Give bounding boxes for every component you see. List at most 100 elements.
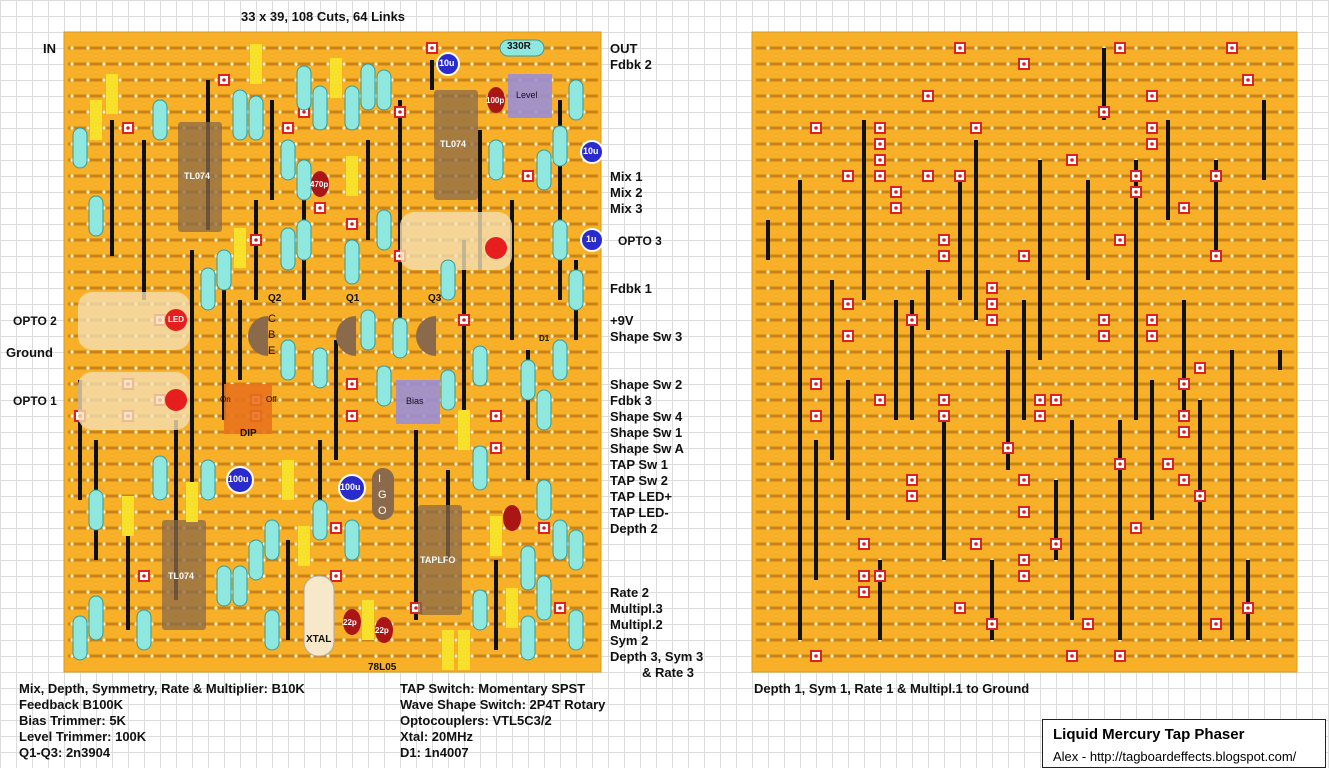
hole [1086,158,1090,162]
hole [470,78,474,82]
hole [1166,510,1170,514]
hole [1070,238,1074,242]
resistor [536,389,552,431]
hole [1070,94,1074,98]
hole [134,222,138,226]
hole [230,622,234,626]
hole [1262,446,1266,450]
hole [86,526,90,530]
hole [310,302,314,306]
hole [1022,78,1026,82]
hole [910,558,914,562]
hole [926,206,930,210]
hole [502,414,506,418]
hole [422,366,426,370]
hole [830,478,834,482]
hole [974,654,978,658]
hole [1102,606,1106,610]
hole [846,286,850,290]
hole [974,78,978,82]
hole [846,94,850,98]
hole [1070,286,1074,290]
track-cut-center [1214,622,1218,626]
hole [86,46,90,50]
hole [782,62,786,66]
hole [150,222,154,226]
hole [1102,126,1106,130]
hole [814,302,818,306]
hole [846,622,850,626]
hole [486,270,490,274]
hole [1086,638,1090,642]
resistor [344,239,360,285]
hole [1102,366,1106,370]
hole [974,46,978,50]
hole [1182,158,1186,162]
hole [1246,318,1250,322]
hole [1038,478,1042,482]
hole [486,190,490,194]
track-cut-center [542,526,546,530]
note-pots: Mix, Depth, Symmetry, Rate & Multiplier:… [19,681,305,696]
hole [534,654,538,658]
hole [278,62,282,66]
hole [830,190,834,194]
hole [862,110,866,114]
hole [1166,542,1170,546]
hole [518,654,522,658]
track-cut-center [558,606,562,610]
hole [958,558,962,562]
hole [1070,334,1074,338]
hole [278,334,282,338]
hole [766,446,770,450]
hole [1118,270,1122,274]
hole [246,158,250,162]
hole [246,206,250,210]
hole [1022,622,1026,626]
hole [814,334,818,338]
hole [958,462,962,466]
hole [1134,62,1138,66]
hole [1118,286,1122,290]
hole [1054,382,1058,386]
hole [1214,462,1218,466]
hole [782,574,786,578]
hole [198,270,202,274]
hole [942,638,946,642]
hole [766,286,770,290]
hole [1214,654,1218,658]
hole [782,158,786,162]
track-cut-center [1022,510,1026,514]
hole [942,46,946,50]
hole [846,62,850,66]
note-level: Level Trimmer: 100K [19,729,147,744]
hole [894,110,898,114]
hole [990,126,994,130]
hole [70,302,74,306]
hole [342,366,346,370]
hole [974,398,978,402]
hole [550,190,554,194]
hole [958,334,962,338]
hole [1278,494,1282,498]
hole [990,270,994,274]
track-cut-center [1102,334,1106,338]
hole [582,478,586,482]
hole [486,542,490,546]
hole [910,62,914,66]
hole [782,78,786,82]
hole [278,414,282,418]
hole [1262,318,1266,322]
hole [550,318,554,322]
hole [342,222,346,226]
hole [942,62,946,66]
hole [454,78,458,82]
hole [1198,158,1202,162]
hole [134,94,138,98]
hole [70,270,74,274]
hole [958,414,962,418]
hole [1230,190,1234,194]
hole [358,574,362,578]
hole [150,526,154,530]
hole [878,302,882,306]
